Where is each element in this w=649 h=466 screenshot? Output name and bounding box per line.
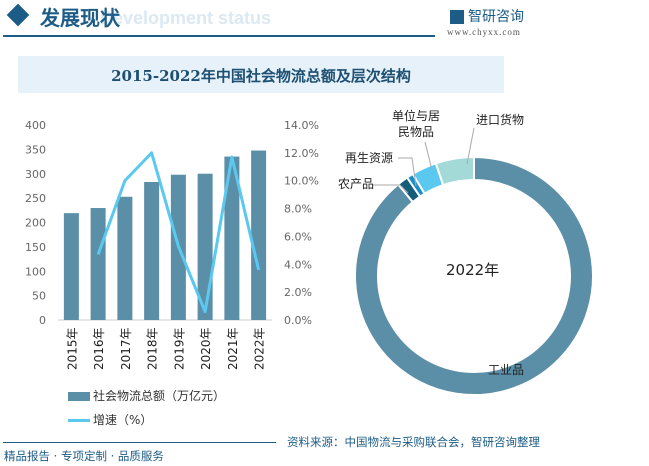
y-tick-label: 250 [25,192,46,205]
donut-center-label: 2022年 [446,261,500,279]
x-tick-label: 2017年 [119,327,133,370]
y2-tick-label: 2.0% [284,286,312,299]
y2-tick-label: 0.0% [284,314,312,327]
label-household-1: 单位与居 [392,109,441,123]
y-tick-label: 350 [25,143,46,156]
chart-title: 2015-2022年中国社会物流总额及层次结构 [111,67,411,85]
bar [224,156,240,320]
logo-text: 智研咨询 [468,9,524,25]
y-tick-label: 200 [25,217,46,230]
legend-bar-swatch [68,392,90,401]
y-tick-label: 50 [32,290,46,303]
footer-divider [3,442,276,443]
y2-tick-label: 12.0% [284,147,319,160]
y-tick-label: 100 [25,265,46,278]
header-subtitle-bg: Development status [100,8,272,28]
legend-bar: 社会物流总额（万亿元） [68,387,225,404]
url: www.chyxx.com [447,27,521,37]
y2-tick-label: 8.0% [284,203,312,216]
logo: 智研咨询 [450,6,524,26]
leader-line [398,157,417,187]
legend-bar-label: 社会物流总额（万亿元） [93,389,226,403]
leader-line [424,141,433,171]
diamond-icon [6,3,30,27]
donut-slice [396,176,422,204]
y-tick-label: 0 [39,314,46,327]
y-tick-label: 300 [25,168,46,181]
bar [144,181,160,320]
x-tick-label: 2016年 [92,327,106,370]
bar [63,213,79,320]
legend-line-label: 增速（%） [93,413,153,427]
y2-tick-label: 10.0% [284,175,319,188]
slogan: 精品报告 · 专项定制 · 品质服务 [4,449,164,463]
x-tick-label: 2018年 [146,327,160,370]
donut-slice [411,162,445,196]
x-tick-label: 2015年 [65,327,79,370]
y-tick-label: 400 [25,119,46,132]
header-title: 发展现状 [40,6,120,30]
x-tick-label: 2021年 [226,327,240,370]
bar [117,196,133,320]
label-recycle: 再生资源 [345,151,394,165]
combo-chart: 0 50 100 150 200 250 300 350 400 0.0% 2.0% 4.0% 6.0%… [25,119,319,370]
title-banner: 2015-2022年中国社会物流总额及层次结构 [18,56,504,93]
donut-slice [405,172,426,198]
y-tick-label: 150 [25,241,46,254]
bar [251,150,267,320]
source-text: 资料来源：中国物流与采购联合会，智研咨询整理 [287,435,540,449]
label-agri: 农产品 [338,177,375,191]
x-tick-label: 2020年 [199,327,213,370]
label-industrial: 工业品 [488,363,525,377]
logo-icon [450,10,464,24]
leader-line [466,127,475,165]
bar [90,208,106,320]
label-import: 进口货物 [476,113,525,127]
donut-slice [434,155,475,187]
y2-tick-label: 6.0% [284,230,312,243]
legend-line-swatch [68,419,90,422]
x-tick-label: 2019年 [172,327,186,370]
y2-tick-label: 14.0% [284,119,319,132]
x-tick-label: 2022年 [253,327,267,370]
y2-tick-label: 4.0% [284,258,312,271]
header-divider [3,35,435,37]
leader-line [372,184,409,194]
legend-line: 增速（%） [68,411,152,428]
label-household-2: 民物品 [398,125,435,139]
